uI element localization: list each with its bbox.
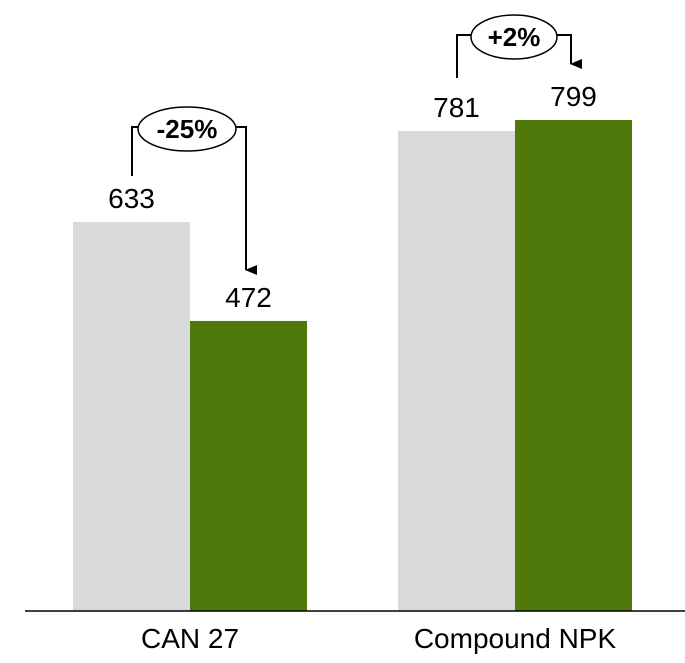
bar-compound-npk-series-1 [398, 131, 515, 611]
change-oval-can-27 [137, 106, 237, 152]
change-label-can-27: -25% [157, 114, 218, 144]
value-label-can-27-series-1: 633 [108, 183, 155, 214]
category-labels-group: CAN 27 Compound NPK [141, 623, 617, 654]
value-label-can-27-series-2: 472 [225, 282, 272, 313]
category-label-can-27: CAN 27 [141, 623, 239, 654]
value-labels-group: 633 472 781 799 [108, 81, 597, 313]
change-oval-compound-npk [470, 14, 558, 60]
bar-compound-npk-series-2 [515, 120, 632, 611]
bar-can-27-series-1 [73, 222, 190, 611]
category-label-compound-npk: Compound NPK [414, 623, 617, 654]
value-label-compound-npk-series-1: 781 [433, 92, 480, 123]
change-label-compound-npk: +2% [488, 22, 541, 52]
bar-can-27-series-2 [190, 320, 307, 611]
change-annotations-group: -25% +2% [131, 14, 582, 275]
bars-group [73, 120, 632, 611]
value-label-compound-npk-series-2: 799 [550, 81, 597, 112]
